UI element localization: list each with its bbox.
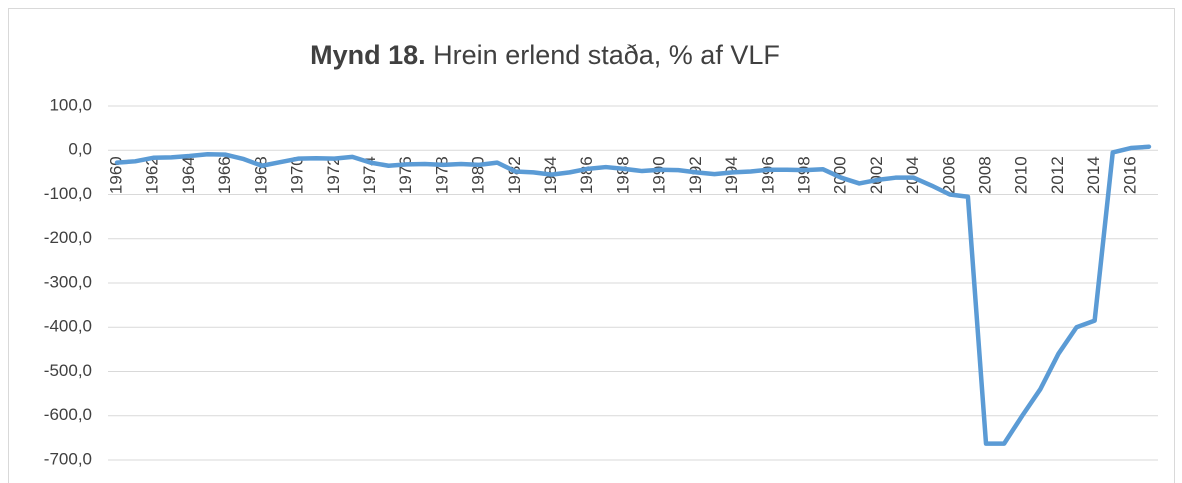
x-tick-label: 1964 xyxy=(179,156,198,194)
x-tick-label: 1998 xyxy=(794,156,813,194)
x-tick-label: 2014 xyxy=(1084,156,1103,194)
x-tick-label: 1962 xyxy=(143,156,162,194)
x-tick-label: 2010 xyxy=(1012,156,1031,194)
y-tick-label: 100,0 xyxy=(49,95,92,114)
x-tick-label: 1970 xyxy=(288,156,307,194)
y-tick-label: -200,0 xyxy=(44,228,92,247)
x-tick-label: 2012 xyxy=(1048,156,1067,194)
y-tick-label: -700,0 xyxy=(44,449,92,468)
title-prefix: Mynd 18. xyxy=(310,40,426,70)
x-tick-label: 1982 xyxy=(505,156,524,194)
x-tick-label: 1966 xyxy=(215,156,234,194)
y-tick-label: 0,0 xyxy=(68,140,92,159)
chart-title: Mynd 18. Hrein erlend staða, % af VLF xyxy=(310,40,780,70)
title-text: Hrein erlend staða, % af VLF xyxy=(433,40,780,70)
x-tick-label: 1994 xyxy=(722,156,741,194)
x-tick-label: 2016 xyxy=(1120,156,1139,194)
x-tick-label: 2004 xyxy=(903,156,922,194)
x-tick-label: 1972 xyxy=(324,156,343,194)
x-tick-label: 1992 xyxy=(686,156,705,194)
y-tick-label: -300,0 xyxy=(44,272,92,291)
x-tick-label: 2008 xyxy=(976,156,995,194)
y-tick-label: -400,0 xyxy=(44,317,92,336)
x-tick-label: 2002 xyxy=(867,156,886,194)
x-tick-label: 1976 xyxy=(396,156,415,194)
x-tick-label: 1978 xyxy=(432,156,451,194)
y-tick-label: -500,0 xyxy=(44,361,92,380)
x-tick-label: 1996 xyxy=(758,156,777,194)
y-tick-label: -600,0 xyxy=(44,405,92,424)
x-tick-label: 1960 xyxy=(107,156,126,194)
y-tick-label: -100,0 xyxy=(44,184,92,203)
x-tick-label: 1988 xyxy=(613,156,632,194)
data-line xyxy=(114,144,1152,446)
x-tick-label: 1986 xyxy=(577,156,596,194)
x-tick-label: 1990 xyxy=(650,156,669,194)
x-tick-label: 2006 xyxy=(939,156,958,194)
chart-frame xyxy=(8,8,1175,483)
x-tick-label: 1974 xyxy=(360,156,379,194)
